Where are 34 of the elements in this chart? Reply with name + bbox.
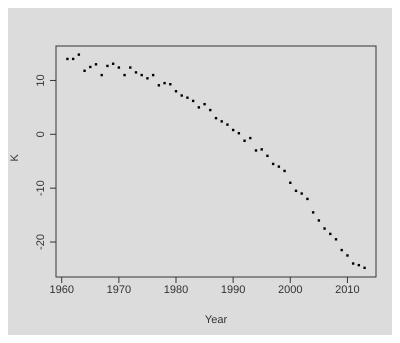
x-axis-title: Year <box>204 314 228 326</box>
point <box>272 162 274 166</box>
point <box>226 123 229 126</box>
point <box>106 64 109 68</box>
x-tick-label: 2000 <box>278 284 303 296</box>
point <box>203 102 206 106</box>
x-tick-label: 1970 <box>106 284 132 296</box>
y-tick-label: 0 <box>35 131 47 138</box>
x-tick-label: 2010 <box>335 284 360 296</box>
point <box>123 74 126 76</box>
point <box>306 198 309 200</box>
point <box>158 84 160 87</box>
point <box>186 96 189 99</box>
point <box>72 58 74 60</box>
point <box>358 264 360 266</box>
point <box>192 100 194 102</box>
y-tick-label: 10 <box>35 74 47 87</box>
point <box>283 170 286 172</box>
point <box>198 106 200 109</box>
x-tick-label: 1980 <box>164 284 188 296</box>
y-axis-title: K <box>8 154 21 162</box>
point <box>152 74 154 76</box>
point <box>146 77 149 80</box>
point <box>78 53 80 56</box>
point <box>278 165 280 168</box>
point <box>363 266 366 270</box>
x-tick-label: 1960 <box>49 284 74 296</box>
point <box>163 82 166 84</box>
x-tick-label: 1990 <box>220 284 246 296</box>
y-tick-label: -10 <box>35 180 47 196</box>
y-tick-label: -20 <box>35 234 47 250</box>
point <box>66 58 69 60</box>
point <box>312 211 314 214</box>
point <box>266 154 269 158</box>
